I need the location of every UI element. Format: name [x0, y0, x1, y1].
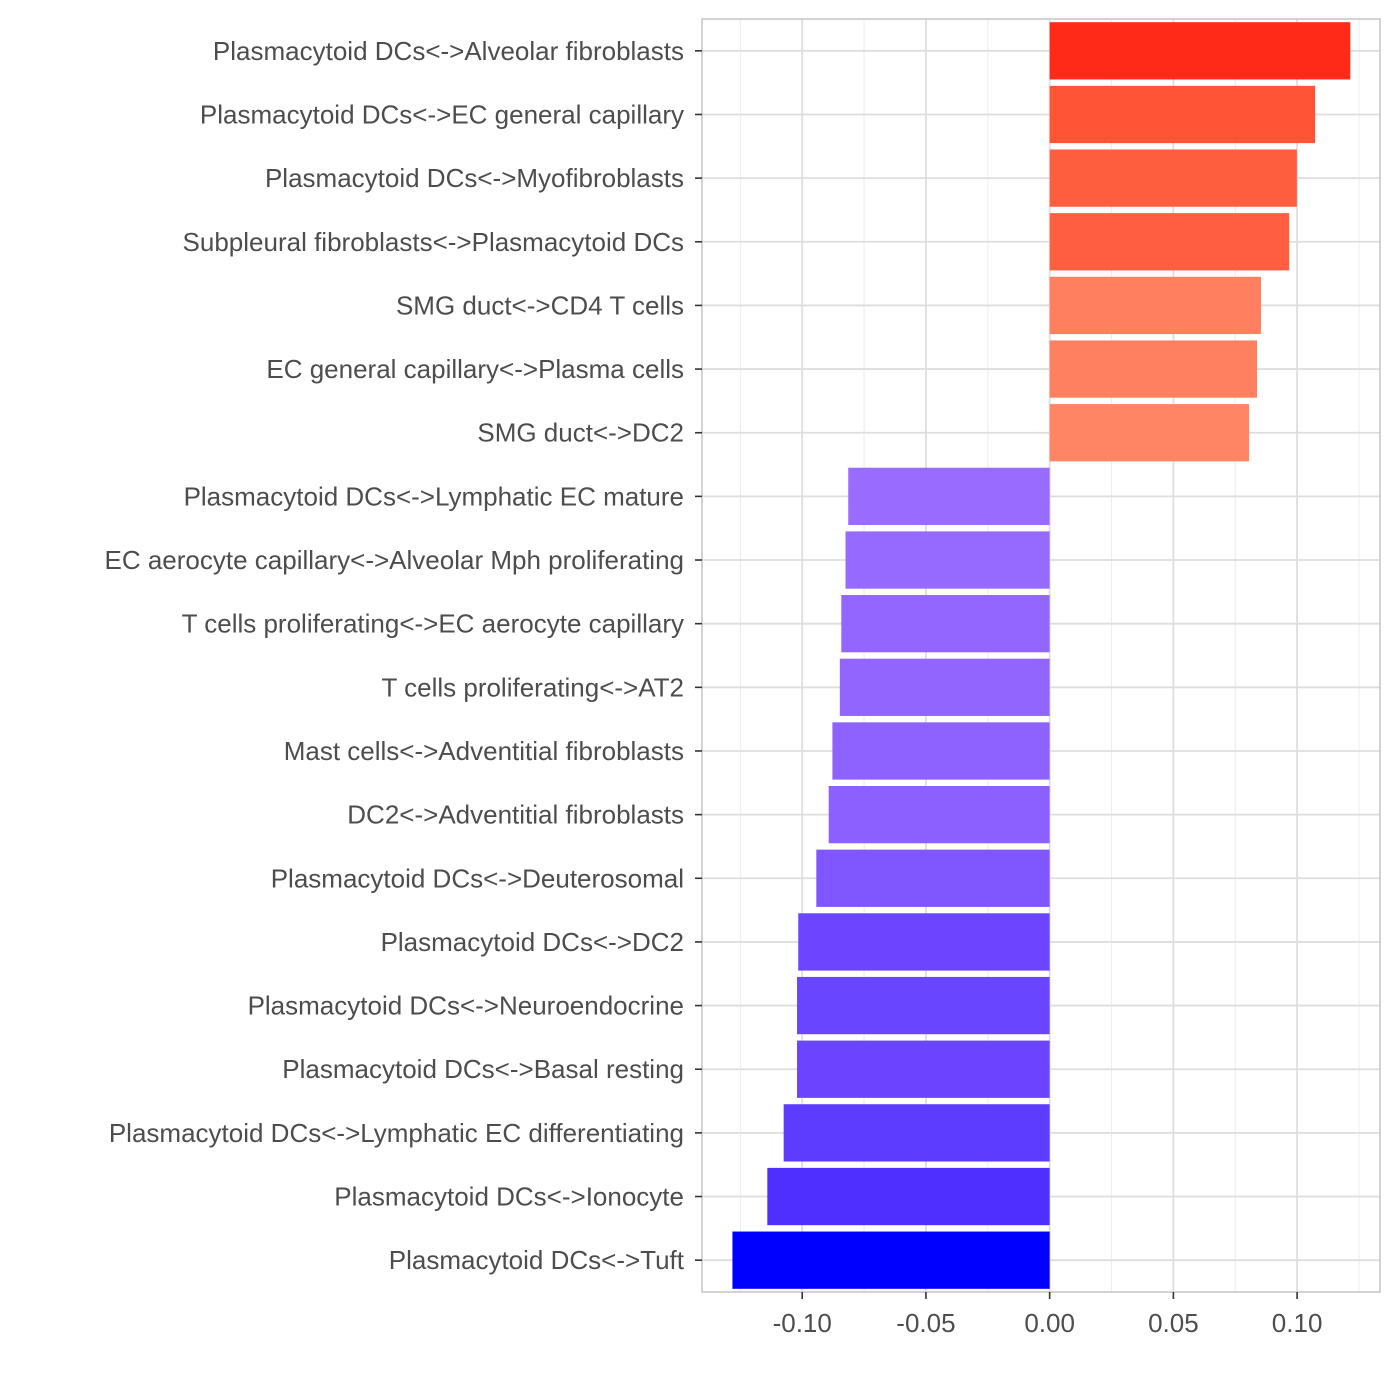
x-tick-label: 0.00 — [1024, 1308, 1075, 1338]
bar — [783, 1104, 1050, 1162]
y-tick-label: Plasmacytoid DCs<->Neuroendocrine — [248, 991, 684, 1021]
bar — [1049, 213, 1290, 271]
y-tick-label: Plasmacytoid DCs<->DC2 — [381, 927, 684, 957]
grid-lines — [702, 19, 1380, 1292]
bar — [798, 913, 1050, 971]
x-tick-label: 0.05 — [1148, 1308, 1199, 1338]
x-tick-label: -0.10 — [773, 1308, 832, 1338]
bar — [1049, 22, 1351, 80]
y-tick-label: Plasmacytoid DCs<->Deuterosomal — [271, 863, 684, 893]
y-tick-label: Mast cells<->Adventitial fibroblasts — [284, 736, 684, 766]
bar — [839, 658, 1050, 716]
y-tick-label: EC aerocyte capillary<->Alveolar Mph pro… — [105, 545, 685, 575]
y-tick-label: Plasmacytoid DCs<->EC general capillary — [200, 99, 684, 129]
x-axis-labels: -0.10 -0.05 0.00 0.05 0.10 — [773, 1308, 1323, 1338]
bar — [832, 722, 1050, 780]
y-tick-label: T cells proliferating<->EC aerocyte capi… — [182, 609, 684, 639]
y-tick-label: SMG duct<->DC2 — [477, 418, 684, 448]
bar — [841, 595, 1050, 653]
bar — [816, 849, 1050, 907]
y-axis-labels: Plasmacytoid DCs<->Alveolar fibroblasts P… — [105, 36, 685, 1275]
y-axis-ticks — [695, 50, 702, 1261]
y-tick-label: Plasmacytoid DCs<->Ionocyte — [334, 1182, 684, 1212]
y-tick-label: Plasmacytoid DCs<->Alveolar fibroblasts — [213, 36, 684, 66]
y-tick-label: Plasmacytoid DCs<->Lymphatic EC mature — [184, 481, 684, 511]
bar — [797, 1040, 1050, 1098]
y-tick-label: Plasmacytoid DCs<->Lymphatic EC differen… — [109, 1118, 684, 1148]
x-tick-label: 0.10 — [1272, 1308, 1323, 1338]
bar — [1049, 85, 1316, 144]
bar — [767, 1167, 1050, 1226]
bars — [732, 22, 1351, 1289]
x-tick-label: -0.05 — [896, 1308, 955, 1338]
y-tick-label: Subpleural fibroblasts<->Plasmacytoid DC… — [183, 227, 684, 257]
bar — [1049, 149, 1297, 207]
y-tick-label: T cells proliferating<->AT2 — [381, 672, 684, 702]
bar — [1049, 404, 1250, 462]
bar — [732, 1231, 1050, 1289]
bar — [845, 531, 1050, 589]
bar — [797, 976, 1050, 1035]
bar — [828, 785, 1050, 844]
x-axis-ticks — [801, 1292, 1298, 1299]
y-tick-label: Plasmacytoid DCs<->Myofibroblasts — [265, 163, 684, 193]
y-tick-label: Plasmacytoid DCs<->Basal resting — [282, 1054, 684, 1084]
y-tick-label: SMG duct<->CD4 T cells — [396, 290, 684, 320]
bar — [1049, 276, 1261, 335]
y-tick-label: EC general capillary<->Plasma cells — [266, 354, 684, 384]
y-tick-label: Plasmacytoid DCs<->Tuft — [389, 1245, 685, 1275]
bar — [848, 467, 1050, 526]
y-tick-label: DC2<->Adventitial fibroblasts — [347, 800, 684, 830]
plot-panel-border — [701, 18, 1381, 1293]
bar — [1049, 340, 1258, 398]
